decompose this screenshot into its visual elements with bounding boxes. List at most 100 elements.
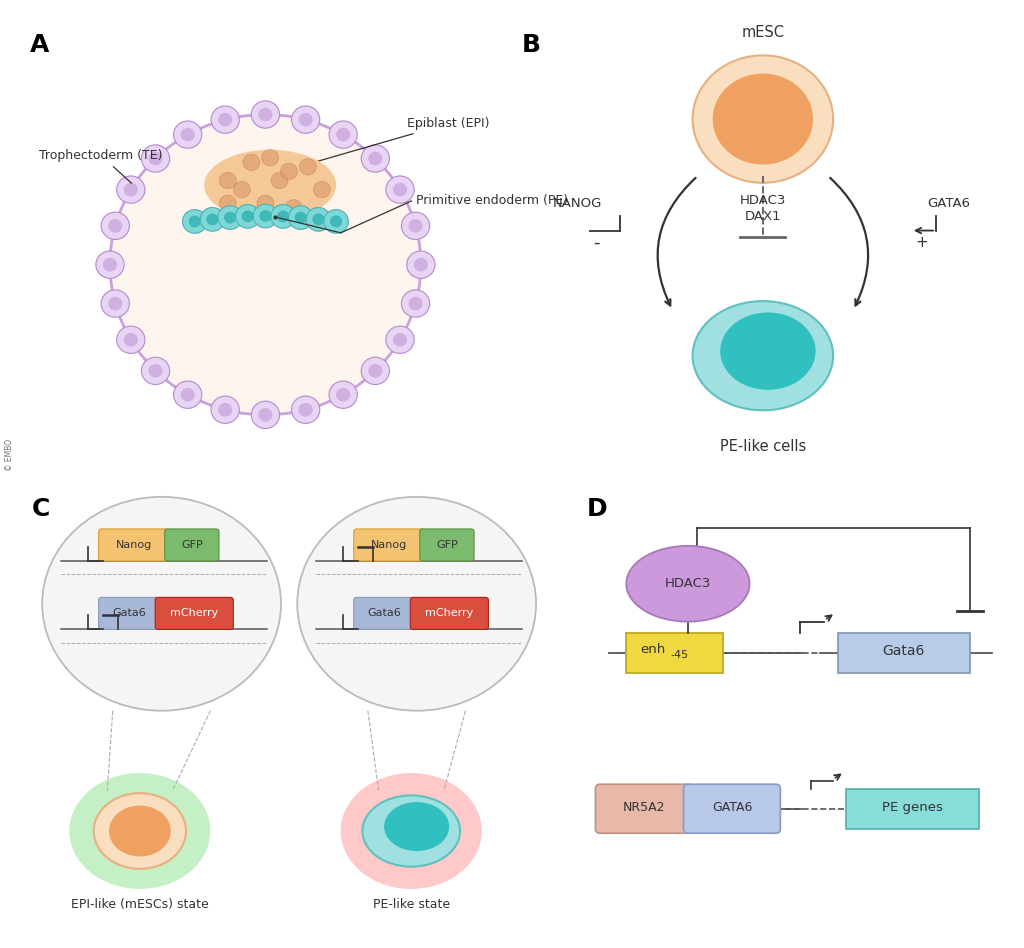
Circle shape xyxy=(299,158,316,175)
Circle shape xyxy=(109,219,122,232)
Circle shape xyxy=(117,176,145,203)
Text: DAX1: DAX1 xyxy=(744,210,781,224)
Circle shape xyxy=(276,210,289,223)
Circle shape xyxy=(295,211,307,224)
Circle shape xyxy=(369,152,382,165)
Circle shape xyxy=(218,113,232,126)
FancyBboxPatch shape xyxy=(684,784,780,833)
Text: NR5A2: NR5A2 xyxy=(623,801,666,814)
Text: mESC: mESC xyxy=(741,25,784,40)
Circle shape xyxy=(251,401,280,428)
Circle shape xyxy=(253,204,278,228)
Circle shape xyxy=(336,128,350,141)
Text: GFP: GFP xyxy=(181,540,203,550)
FancyBboxPatch shape xyxy=(411,597,488,629)
Circle shape xyxy=(188,215,201,228)
Text: C: C xyxy=(32,497,50,520)
Circle shape xyxy=(386,326,414,354)
Circle shape xyxy=(257,195,273,211)
Circle shape xyxy=(218,206,243,229)
Circle shape xyxy=(200,208,224,231)
Circle shape xyxy=(258,108,272,121)
Circle shape xyxy=(148,364,163,377)
Ellipse shape xyxy=(362,795,460,866)
Circle shape xyxy=(281,163,297,179)
Text: GFP: GFP xyxy=(436,540,458,550)
Circle shape xyxy=(361,357,389,385)
Text: © EMBO: © EMBO xyxy=(5,439,14,471)
Text: GATA6: GATA6 xyxy=(927,197,970,210)
Circle shape xyxy=(692,55,834,183)
Circle shape xyxy=(409,219,423,232)
Text: GATA6: GATA6 xyxy=(712,801,753,814)
Text: D: D xyxy=(587,497,607,520)
Circle shape xyxy=(117,326,145,354)
Ellipse shape xyxy=(297,497,537,711)
Ellipse shape xyxy=(204,150,336,220)
Text: Primitive endoderm (PE): Primitive endoderm (PE) xyxy=(416,194,568,208)
Circle shape xyxy=(361,145,389,173)
FancyBboxPatch shape xyxy=(420,529,474,561)
Text: PE-like state: PE-like state xyxy=(373,898,450,911)
Circle shape xyxy=(70,774,211,889)
Circle shape xyxy=(173,381,202,409)
Circle shape xyxy=(313,181,331,198)
Circle shape xyxy=(211,396,240,424)
Text: Gata6: Gata6 xyxy=(113,609,146,618)
Circle shape xyxy=(407,251,435,279)
Circle shape xyxy=(409,297,423,310)
Circle shape xyxy=(393,333,408,347)
Circle shape xyxy=(94,793,186,869)
Circle shape xyxy=(329,381,357,409)
Circle shape xyxy=(341,774,482,889)
Ellipse shape xyxy=(42,497,281,711)
Ellipse shape xyxy=(384,802,450,851)
FancyBboxPatch shape xyxy=(98,597,160,629)
Text: Gata6: Gata6 xyxy=(883,645,925,659)
Circle shape xyxy=(401,212,430,240)
FancyBboxPatch shape xyxy=(627,632,723,673)
Text: HDAC3: HDAC3 xyxy=(665,577,711,591)
Circle shape xyxy=(236,205,260,228)
Circle shape xyxy=(109,806,171,856)
Circle shape xyxy=(292,396,319,424)
Circle shape xyxy=(224,211,237,224)
Text: Trophectoderm (TE): Trophectoderm (TE) xyxy=(39,149,163,183)
Circle shape xyxy=(312,213,325,226)
Circle shape xyxy=(292,106,319,134)
Circle shape xyxy=(110,115,421,415)
Circle shape xyxy=(242,210,254,223)
Circle shape xyxy=(180,128,195,141)
Circle shape xyxy=(271,173,288,189)
Circle shape xyxy=(299,403,312,416)
Circle shape xyxy=(713,74,813,165)
Circle shape xyxy=(124,183,138,196)
Text: Nanog: Nanog xyxy=(371,540,408,550)
FancyBboxPatch shape xyxy=(596,784,692,833)
Text: Gata6: Gata6 xyxy=(368,609,401,618)
Text: +: + xyxy=(915,235,929,250)
Circle shape xyxy=(141,145,170,173)
Circle shape xyxy=(109,297,122,310)
Circle shape xyxy=(336,388,350,402)
Circle shape xyxy=(233,181,250,198)
Circle shape xyxy=(182,210,207,233)
Text: B: B xyxy=(522,32,541,57)
Text: Nanog: Nanog xyxy=(116,540,153,550)
Circle shape xyxy=(219,195,237,211)
Circle shape xyxy=(101,290,129,318)
Circle shape xyxy=(369,364,382,377)
Circle shape xyxy=(330,215,342,228)
Circle shape xyxy=(243,155,260,171)
Circle shape xyxy=(306,208,331,231)
Text: enh: enh xyxy=(641,643,666,656)
Text: EPI-like (mESCs) state: EPI-like (mESCs) state xyxy=(71,898,209,911)
Circle shape xyxy=(211,106,240,134)
Circle shape xyxy=(148,152,163,165)
Circle shape xyxy=(289,206,313,229)
Ellipse shape xyxy=(692,301,834,410)
Circle shape xyxy=(180,388,195,402)
FancyBboxPatch shape xyxy=(353,597,415,629)
Circle shape xyxy=(270,205,295,228)
Circle shape xyxy=(259,210,271,222)
